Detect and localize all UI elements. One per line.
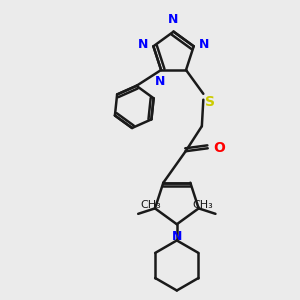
Text: N: N: [168, 13, 179, 26]
Text: N: N: [199, 38, 209, 51]
Text: O: O: [213, 141, 225, 155]
Text: N: N: [154, 75, 165, 88]
Text: N: N: [172, 230, 182, 242]
Text: CH₃: CH₃: [192, 200, 213, 210]
Text: S: S: [205, 95, 215, 109]
Text: CH₃: CH₃: [140, 200, 161, 210]
Text: N: N: [138, 38, 148, 51]
